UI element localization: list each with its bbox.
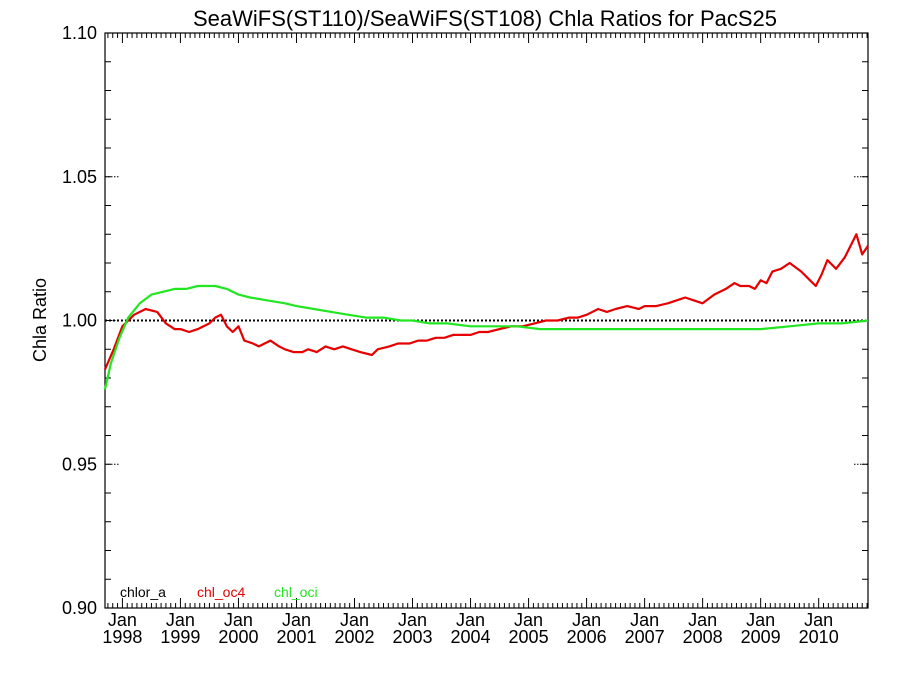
legend: chlor_a chl_oc4 chl_oci [120, 584, 318, 600]
y-tick-label: 0.90 [62, 598, 97, 618]
x-tick-year-label: 1998 [102, 627, 142, 647]
x-tick-year-label: 2010 [799, 627, 839, 647]
series-line-chl-oc4 [103, 233, 869, 370]
legend-label-chl-oc4: chl_oc4 [197, 584, 245, 600]
x-tick-year-label: 2003 [392, 627, 432, 647]
x-tick-month-label: Jan [746, 610, 775, 630]
x-tick-year-label: 2001 [276, 627, 316, 647]
x-tick-month-label: Jan [108, 610, 137, 630]
x-tick-month-label: Jan [166, 610, 195, 630]
x-tick-month-label: Jan [456, 610, 485, 630]
x-tick-year-label: 2005 [509, 627, 549, 647]
x-tick-month-label: Jan [282, 610, 311, 630]
x-tick-month-label: Jan [630, 610, 659, 630]
y-tick-label: 1.00 [62, 311, 97, 331]
tick-group: 0.900.951.001.051.10Jan1998Jan1999Jan200… [62, 23, 868, 647]
x-tick-year-label: 2009 [741, 627, 781, 647]
x-tick-month-label: Jan [398, 610, 427, 630]
series-group [103, 233, 869, 390]
x-tick-month-label: Jan [688, 610, 717, 630]
x-tick-month-label: Jan [340, 610, 369, 630]
x-tick-month-label: Jan [224, 610, 253, 630]
x-tick-year-label: 2000 [218, 627, 258, 647]
y-axis-label: Chla Ratio [30, 278, 50, 362]
x-tick-year-label: 2008 [683, 627, 723, 647]
x-tick-month-label: Jan [514, 610, 543, 630]
legend-label-chlor-a: chlor_a [120, 584, 166, 600]
x-tick-month-label: Jan [572, 610, 601, 630]
x-tick-year-label: 2002 [334, 627, 374, 647]
x-tick-year-label: 1999 [160, 627, 200, 647]
x-tick-year-label: 2007 [625, 627, 665, 647]
series-line-chl-oci [103, 284, 869, 390]
legend-label-chl-oci: chl_oci [274, 584, 318, 600]
x-tick-year-label: 2006 [567, 627, 607, 647]
y-tick-label: 1.10 [62, 23, 97, 43]
chart-title: SeaWiFS(ST110)/SeaWiFS(ST108) Chla Ratio… [193, 6, 777, 31]
x-tick-year-label: 2004 [451, 627, 491, 647]
y-tick-label: 1.05 [62, 167, 97, 187]
x-tick-month-label: Jan [804, 610, 833, 630]
y-tick-label: 0.95 [62, 454, 97, 474]
